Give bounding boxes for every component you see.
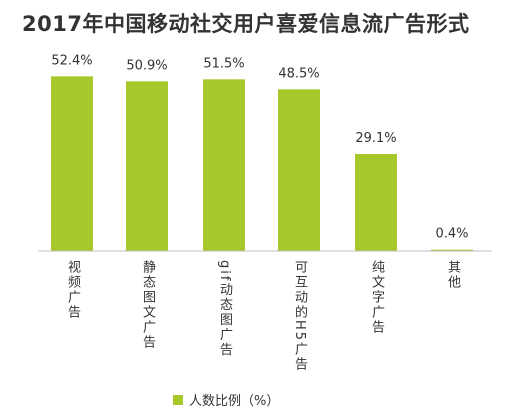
data-label-4: 29.1%	[355, 131, 396, 146]
data-label-5: 0.4%	[435, 227, 468, 242]
data-label-0: 52.4%	[51, 53, 92, 68]
bar-1	[126, 81, 168, 251]
bar-5	[431, 249, 473, 251]
legend: 人数比例（%）	[173, 390, 279, 409]
category-label-0: 视频广告	[65, 260, 80, 320]
category-label-1: 静态图文广告	[140, 260, 155, 350]
category-label-4: 纯文字广告	[369, 260, 384, 335]
category-label-5: 其他	[445, 260, 460, 290]
bar-4	[355, 154, 397, 251]
legend-label: 人数比例（%）	[189, 394, 280, 409]
bar-2	[203, 79, 245, 251]
category-label-3: 可互动的H5广告	[292, 260, 307, 373]
legend-swatch	[173, 394, 183, 405]
data-label-2: 51.5%	[203, 56, 244, 71]
data-label-1: 50.9%	[126, 58, 167, 73]
category-label-2: gif动态图广告	[217, 260, 232, 358]
bar-3	[278, 89, 320, 251]
chart-title: 2017年中国移动社交用户喜爱信息流广告形式	[22, 12, 470, 36]
data-label-3: 48.5%	[278, 66, 319, 81]
bar-0	[51, 76, 93, 251]
